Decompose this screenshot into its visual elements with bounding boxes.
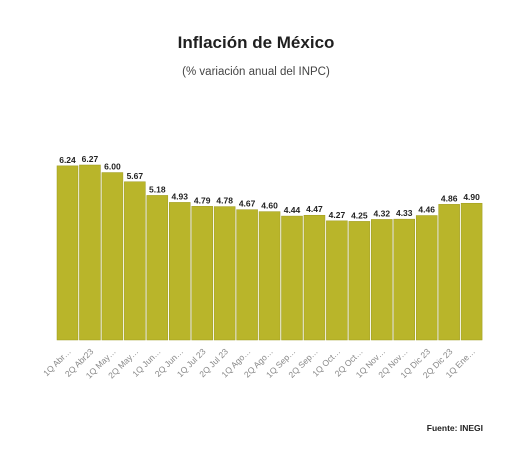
bar-16 [415, 215, 438, 341]
chart-title: Inflación de México [177, 33, 335, 52]
source-note: Fuente: INEGI [426, 423, 483, 433]
value-label-8: 4.67 [239, 199, 256, 209]
bar-14 [371, 219, 393, 341]
bar-17 [438, 204, 460, 341]
value-label-15: 4.33 [396, 208, 413, 218]
bar-5 [169, 202, 191, 341]
bar-13 [348, 221, 371, 341]
value-label-17: 4.86 [441, 193, 458, 203]
value-label-10: 4.44 [284, 205, 301, 215]
bar-1 [79, 164, 101, 341]
bar-3 [124, 181, 146, 341]
value-label-2: 6.00 [104, 162, 121, 172]
value-label-18: 4.90 [463, 192, 480, 202]
bar-7 [213, 206, 236, 341]
bar-4 [146, 195, 169, 341]
chart-subtitle: (% variación anual del INPC) [182, 66, 330, 78]
bar-2 [101, 172, 124, 341]
bar-11 [303, 214, 326, 341]
value-label-12: 4.27 [329, 210, 346, 220]
value-label-14: 4.32 [374, 208, 391, 218]
bar-15 [393, 218, 415, 341]
value-label-0: 6.24 [59, 155, 76, 165]
value-label-16: 4.46 [418, 205, 435, 215]
bar-8 [236, 209, 258, 341]
bar-0 [56, 165, 79, 341]
value-label-7: 4.78 [216, 196, 233, 206]
value-label-1: 6.27 [82, 154, 99, 164]
value-label-4: 5.18 [149, 184, 166, 194]
bar-10 [281, 215, 303, 341]
bar-12 [326, 220, 348, 341]
bar-18 [460, 202, 483, 341]
value-label-3: 5.67 [127, 171, 144, 181]
value-label-5: 4.93 [171, 191, 188, 201]
bar-9 [258, 211, 281, 341]
value-label-9: 4.60 [261, 201, 278, 211]
value-label-13: 4.25 [351, 210, 368, 220]
value-label-11: 4.47 [306, 204, 323, 214]
bar-6 [191, 206, 213, 341]
value-label-6: 4.79 [194, 195, 211, 205]
